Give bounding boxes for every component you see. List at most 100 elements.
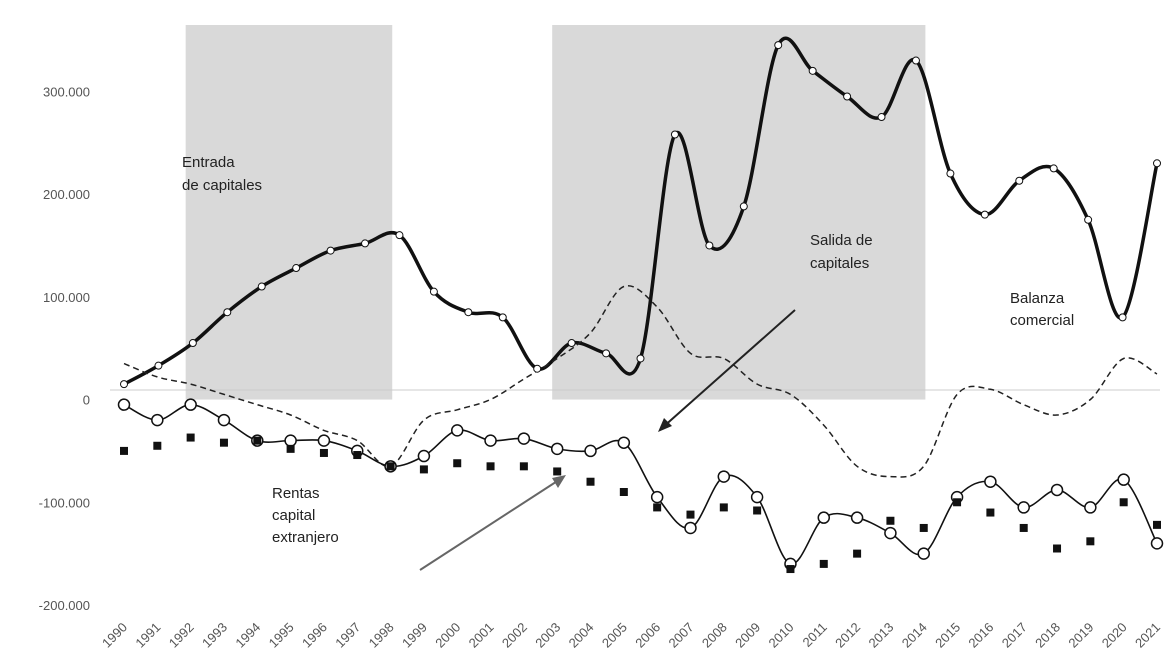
shaded-band-0	[185, 25, 393, 400]
series-point-2	[684, 521, 697, 535]
x-tick-label: 2002	[499, 620, 530, 651]
x-tick-label: 2007	[666, 620, 697, 651]
series-point-2	[750, 490, 764, 504]
shaded-band-1	[552, 25, 926, 400]
band-label-salida: Salida de capitales	[810, 232, 873, 272]
series-point-3	[486, 462, 495, 471]
x-tick-label: 2012	[832, 620, 863, 651]
x-tick-label: 1991	[132, 620, 163, 651]
arrow-lower	[419, 477, 563, 571]
x-tick-label: 2020	[1099, 620, 1130, 651]
series-point-0	[1049, 164, 1058, 173]
x-tick-label: 2019	[1065, 620, 1096, 651]
series-point-2	[850, 511, 864, 524]
series-point-0	[946, 169, 955, 178]
series-point-3	[686, 510, 695, 519]
series-point-2	[217, 413, 231, 427]
x-tick-label: 2009	[732, 620, 763, 651]
y-tick-label: 200.000	[43, 187, 90, 202]
series-point-2	[284, 434, 297, 447]
series-point-3	[219, 438, 228, 447]
series-point-2	[650, 490, 664, 504]
series-point-2	[584, 444, 597, 458]
y-tick-label: 100.000	[43, 290, 90, 305]
x-tick-label: 2010	[766, 620, 797, 651]
series-point-0	[464, 308, 473, 317]
series-point-3	[786, 565, 795, 574]
x-tick-label: 2017	[999, 620, 1030, 651]
series-point-0	[395, 231, 404, 240]
series-point-3	[453, 459, 462, 468]
series-point-0	[774, 41, 783, 50]
series-point-2	[184, 398, 197, 411]
y-tick-label: 300.000	[43, 84, 90, 99]
x-tick-label: 2000	[432, 620, 463, 651]
series-point-0	[1084, 215, 1093, 224]
x-tick-label: 2013	[865, 620, 896, 651]
series-point-2	[484, 434, 497, 447]
series-point-0	[739, 202, 748, 211]
series-point-3	[653, 503, 662, 512]
series-markers	[117, 41, 1164, 574]
series-point-3	[120, 446, 128, 455]
series-point-3	[1053, 544, 1062, 553]
series-point-3	[919, 523, 928, 532]
series-point-0	[1015, 176, 1024, 185]
arrow-upper	[661, 309, 796, 429]
band-label-entrada: Entrada de capitales	[182, 154, 262, 194]
series-point-2	[984, 475, 997, 488]
series-point-0	[567, 339, 576, 348]
series-point-3	[1119, 498, 1128, 507]
x-tick-label: 2011	[800, 620, 830, 650]
series-point-0	[223, 308, 232, 317]
series-point-3	[586, 477, 595, 486]
series-point-0	[808, 66, 817, 75]
x-tick-label: 1995	[266, 620, 297, 651]
x-tick-label: 2016	[965, 620, 996, 651]
series-point-0	[188, 339, 197, 348]
x-tick-label: 2001	[466, 620, 497, 651]
series-point-3	[519, 462, 528, 471]
x-tick-label: 2003	[532, 620, 563, 651]
x-axis: 1990 1991 1992 1993 1994 1995 1996 1997 1998 1999…	[99, 620, 1163, 651]
x-tick-label: 1992	[166, 620, 197, 651]
series-point-2	[884, 526, 897, 540]
arrow-lower-head	[552, 475, 566, 488]
series-point-0	[154, 361, 163, 370]
series-point-2	[417, 449, 431, 463]
x-tick-label: 1999	[399, 620, 430, 651]
x-tick-label: 1997	[332, 620, 363, 651]
series-point-0	[1153, 159, 1161, 168]
series-point-2	[151, 413, 164, 427]
series-point-3	[253, 436, 262, 445]
x-tick-label: 2021	[1132, 620, 1163, 651]
y-tick-label: -200.000	[39, 598, 90, 613]
series-point-2	[817, 511, 831, 524]
x-tick-label: 1996	[299, 620, 330, 651]
x-tick-label: 1994	[232, 620, 263, 651]
series-point-0	[429, 287, 438, 296]
series-point-3	[719, 503, 728, 512]
series-point-2	[450, 424, 464, 437]
series-point-0	[705, 241, 714, 250]
series-point-2	[717, 470, 731, 483]
series-point-2	[917, 547, 930, 560]
arrows	[419, 309, 796, 571]
x-tick-label: 2005	[599, 620, 630, 651]
series-point-0	[843, 92, 852, 101]
series-point-0	[980, 210, 989, 219]
series-point-3	[1019, 523, 1028, 532]
series-point-3	[1086, 537, 1095, 546]
series-point-0	[361, 239, 370, 248]
series-point-0	[670, 130, 679, 139]
labels: Entrada de capitales Salida de capitales B…	[182, 154, 1074, 546]
series-point-2	[617, 436, 631, 449]
annotation-rentas: Rentas capital extranjero	[272, 485, 339, 546]
series-point-0	[1118, 313, 1127, 322]
series-point-3	[953, 498, 962, 507]
series-point-3	[853, 549, 862, 558]
series-point-3	[319, 448, 328, 457]
series-point-3	[986, 508, 995, 517]
series-point-0	[120, 380, 128, 389]
series-point-0	[326, 246, 335, 255]
